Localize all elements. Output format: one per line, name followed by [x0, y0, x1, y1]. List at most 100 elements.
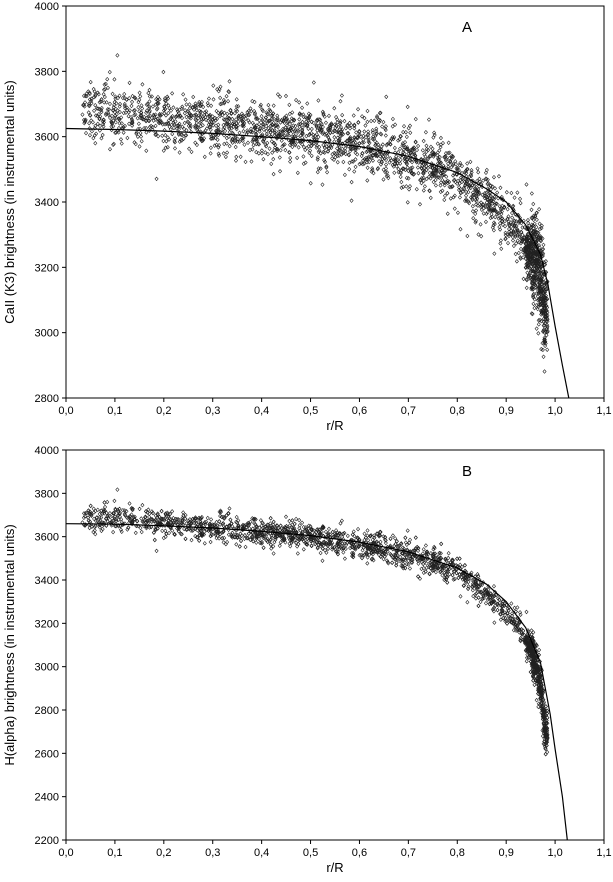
- data-point: [217, 519, 222, 524]
- data-point: [92, 516, 97, 522]
- data-point: [152, 113, 157, 118]
- data-point: [377, 110, 382, 116]
- data-point: [351, 146, 356, 151]
- data-point: [520, 237, 525, 242]
- data-point: [307, 132, 312, 138]
- data-point: [475, 572, 480, 577]
- data-point: [351, 554, 356, 560]
- data-point: [313, 133, 318, 139]
- data-point: [458, 190, 463, 195]
- data-point: [228, 517, 233, 523]
- data-point: [166, 110, 171, 116]
- data-point: [202, 154, 207, 160]
- data-point: [348, 142, 353, 147]
- data-point: [329, 122, 334, 127]
- data-point: [436, 174, 441, 180]
- data-point: [129, 506, 134, 511]
- data-point: [421, 547, 426, 552]
- data-point: [248, 126, 253, 132]
- data-point: [481, 211, 486, 216]
- data-point: [541, 290, 546, 296]
- data-point: [396, 138, 401, 143]
- data-point: [452, 569, 457, 574]
- data-point: [433, 177, 438, 183]
- data-point: [246, 118, 251, 123]
- data-point: [99, 528, 104, 534]
- data-point: [209, 133, 214, 139]
- data-point: [99, 136, 104, 141]
- data-point: [395, 556, 400, 562]
- data-point: [464, 197, 469, 202]
- data-point: [463, 178, 468, 183]
- data-point: [226, 532, 231, 537]
- data-point: [220, 530, 225, 535]
- data-point: [396, 166, 401, 172]
- data-point: [406, 176, 411, 181]
- data-point: [537, 271, 542, 276]
- data-point: [214, 128, 219, 134]
- data-point: [529, 215, 534, 221]
- data-point: [100, 511, 105, 516]
- data-point: [503, 236, 508, 242]
- data-point: [538, 253, 543, 258]
- data-point: [265, 151, 270, 157]
- data-point: [180, 104, 185, 110]
- data-point: [291, 134, 296, 140]
- data-point: [202, 519, 207, 525]
- data-point: [510, 215, 515, 220]
- data-point: [424, 549, 429, 555]
- data-point: [158, 119, 163, 125]
- data-point: [164, 138, 169, 144]
- data-point: [224, 121, 229, 127]
- data-point: [95, 90, 100, 96]
- data-point: [525, 270, 530, 276]
- data-point: [479, 234, 484, 239]
- data-point: [335, 120, 340, 125]
- data-point: [526, 273, 531, 278]
- data-point: [427, 170, 432, 176]
- data-point: [382, 551, 387, 557]
- data-point: [406, 558, 411, 564]
- data-point: [162, 110, 167, 116]
- data-point: [541, 303, 546, 308]
- data-point: [318, 117, 323, 122]
- data-point: [191, 94, 196, 100]
- data-point: [477, 176, 482, 182]
- data-point: [188, 116, 193, 121]
- data-point: [497, 597, 502, 602]
- data-point: [361, 158, 366, 163]
- data-point: [221, 117, 226, 122]
- data-point: [357, 128, 362, 134]
- data-point: [537, 207, 542, 212]
- data-point: [511, 238, 516, 243]
- data-point: [365, 157, 370, 162]
- data-point: [307, 114, 312, 119]
- data-point: [335, 130, 340, 135]
- data-point: [430, 568, 435, 573]
- data-point: [332, 139, 337, 144]
- data-point: [271, 544, 276, 549]
- data-point: [540, 273, 545, 279]
- data-point: [455, 556, 460, 561]
- data-point: [362, 115, 367, 121]
- data-point: [417, 202, 422, 207]
- data-point: [414, 159, 419, 165]
- data-point: [330, 547, 335, 552]
- data-point: [236, 119, 241, 124]
- data-point: [399, 558, 404, 563]
- data-point: [410, 157, 415, 162]
- data-point: [309, 153, 314, 159]
- data-point: [292, 128, 297, 134]
- data-point: [387, 160, 392, 165]
- data-point: [136, 121, 141, 126]
- data-point: [537, 281, 542, 286]
- data-point: [189, 113, 194, 118]
- data-point: [268, 516, 273, 521]
- data-point: [268, 134, 273, 139]
- data-point: [137, 90, 142, 96]
- data-point: [251, 138, 256, 143]
- data-point: [417, 576, 422, 581]
- data-point: [527, 266, 532, 271]
- data-point: [518, 610, 523, 615]
